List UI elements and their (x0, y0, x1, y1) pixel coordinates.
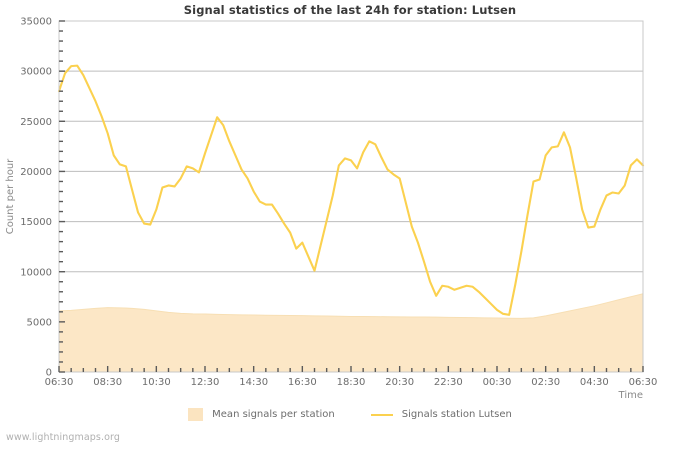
x-tick-label: 22:30 (434, 377, 463, 388)
x-tick-label: 06:30 (629, 377, 658, 388)
area-series-mean-signals (58, 293, 644, 373)
x-tick-label: 08:30 (93, 377, 122, 388)
legend-item-mean-signals[interactable]: Mean signals per station (188, 408, 335, 421)
x-axis-ticks-and-labels: 06:30 08:30 10:30 12:30 14:30 16:30 18:30 20:30… (45, 366, 658, 388)
x-tick-label: 16:30 (288, 377, 317, 388)
x-tick-label: 02:30 (531, 377, 560, 388)
line-series-signals-lutsen (57, 64, 645, 316)
x-tick-label: 14:30 (239, 377, 268, 388)
x-axis-title: Time (618, 390, 643, 401)
x-tick-label: 18:30 (337, 377, 366, 388)
x-tick-label: 12:30 (191, 377, 220, 388)
y-tick-label: 20000 (20, 167, 52, 178)
y-tick-label: 15000 (20, 217, 52, 228)
legend-label-signals-lutsen: Signals station Lutsen (401, 409, 512, 420)
chart-legend: Mean signals per station Signals station… (0, 408, 700, 421)
y-axis-ticks-and-labels: 0 5000 10000 15000 20000 25000 30000 35000 (20, 17, 65, 379)
area-fill (58, 293, 644, 373)
watermark-text: www.lightningmaps.org (6, 432, 120, 443)
line-path (57, 64, 645, 316)
y-tick-label: 10000 (20, 267, 52, 278)
x-tick-label: 00:30 (483, 377, 512, 388)
y-tick-label: 5000 (27, 317, 52, 328)
legend-item-signals-lutsen[interactable]: Signals station Lutsen (370, 409, 512, 420)
y-tick-label: 25000 (20, 117, 52, 128)
gridlines-group (59, 20, 643, 323)
y-tick-label: 35000 (20, 17, 52, 28)
legend-label-mean-signals: Mean signals per station (212, 409, 335, 420)
y-axis-title: Count per hour (5, 158, 16, 234)
chart-title: Signal statistics of the last 24h for st… (183, 3, 517, 17)
x-tick-label: 20:30 (385, 377, 414, 388)
x-tick-label: 06:30 (45, 377, 74, 388)
y-tick-label: 30000 (20, 67, 52, 78)
y-tick-label: 0 (46, 368, 52, 379)
legend-area-swatch-icon (188, 408, 204, 421)
legend-line-swatch-icon (370, 413, 393, 416)
x-tick-label: 10:30 (142, 377, 171, 388)
x-tick-label: 04:30 (580, 377, 609, 388)
